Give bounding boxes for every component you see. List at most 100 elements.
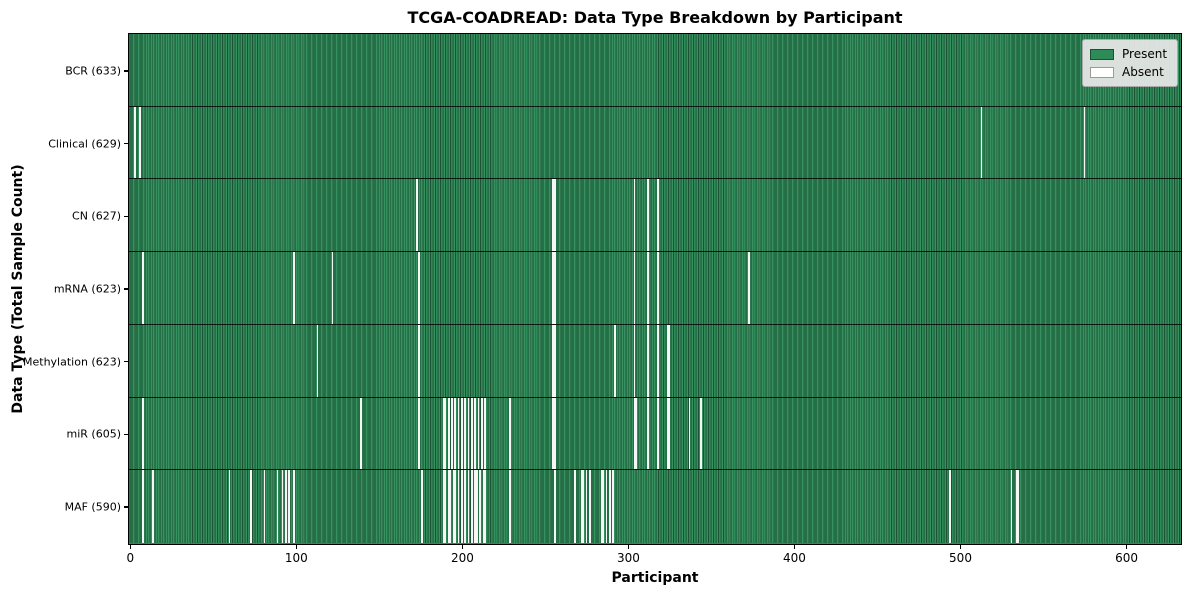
- plot-area: [128, 33, 1182, 545]
- ytick-label-mir: miR (605): [66, 427, 122, 441]
- absent-stripe: [293, 252, 296, 324]
- xtick-mark: [461, 545, 464, 549]
- absent-stripe: [484, 470, 487, 543]
- absent-stripe: [359, 397, 362, 470]
- absent-stripe: [449, 470, 452, 543]
- xtick-label-100: 100: [284, 551, 308, 565]
- absent-stripe: [647, 324, 649, 397]
- absent-stripe: [293, 470, 296, 543]
- ytick-mark: [124, 506, 128, 508]
- ytick-mark: [124, 70, 128, 72]
- xtick-mark: [1125, 545, 1128, 549]
- absent-stripe: [142, 397, 144, 470]
- absent-stripe: [554, 179, 556, 252]
- absent-stripe: [447, 470, 450, 543]
- absent-stripe: [417, 324, 420, 397]
- absent-stripe: [608, 470, 611, 543]
- absent-stripe: [276, 470, 279, 543]
- absent-stripe: [281, 470, 284, 543]
- absent-stripe: [417, 252, 420, 324]
- absent-stripe: [417, 397, 420, 470]
- ytick-mark: [124, 433, 128, 436]
- absent-stripe: [688, 397, 691, 470]
- xtick-mark: [295, 545, 298, 549]
- row-bcr: [129, 34, 1181, 107]
- absent-stripe: [250, 470, 252, 543]
- absent-stripe: [138, 106, 141, 179]
- absent-stripe: [580, 470, 583, 543]
- absent-stripe: [600, 470, 603, 543]
- absent-stripe: [452, 470, 455, 543]
- absent-stripe: [552, 324, 555, 397]
- absent-stripe: [447, 397, 450, 470]
- absent-stripe: [700, 397, 702, 470]
- absent-stripe: [613, 324, 616, 397]
- absent-stripe: [657, 179, 659, 252]
- absent-stripe: [467, 470, 470, 543]
- xtick-mark: [129, 545, 132, 549]
- absent-stripe: [949, 470, 951, 543]
- absent-stripe: [479, 470, 482, 543]
- xtick-label-600: 600: [1115, 551, 1138, 565]
- absent-stripe: [471, 397, 473, 470]
- absent-stripe: [421, 470, 423, 543]
- row-mrna: [129, 252, 1181, 325]
- absent-stripe: [668, 324, 671, 397]
- absent-stripe: [668, 397, 671, 470]
- absent-stripe: [552, 179, 555, 252]
- absent-stripe: [474, 470, 477, 543]
- absent-stripe: [457, 397, 460, 470]
- row-cn: [129, 179, 1181, 253]
- absent-stripe: [633, 397, 636, 470]
- absent-stripe: [1017, 470, 1019, 543]
- absent-stripe: [152, 470, 154, 543]
- absent-stripe: [461, 470, 463, 543]
- xtick-label-0: 0: [126, 551, 135, 565]
- absent-stripe: [454, 470, 457, 543]
- absent-stripe: [554, 397, 556, 470]
- absent-stripe: [1010, 470, 1013, 543]
- absent-stripe: [633, 252, 636, 324]
- absent-stripe: [605, 470, 608, 543]
- absent-stripe: [612, 470, 614, 543]
- absent-stripe: [554, 252, 556, 324]
- absent-stripe: [467, 397, 470, 470]
- absent-stripe: [476, 470, 478, 543]
- legend: Present Absent: [1082, 39, 1178, 87]
- xtick-label-200: 200: [450, 551, 474, 565]
- absent-stripe: [588, 470, 591, 543]
- absent-stripe: [574, 470, 576, 543]
- absent-stripe: [554, 470, 556, 543]
- absent-stripe: [1015, 470, 1018, 543]
- absent-stripe: [142, 252, 144, 324]
- ytick-label-clinical: Clinical (629): [48, 137, 121, 151]
- ytick-label-methylation: Methylation (623): [23, 355, 121, 369]
- legend-label-absent: Absent: [1122, 65, 1164, 79]
- absent-stripe: [980, 106, 983, 179]
- absent-stripe: [442, 470, 445, 543]
- absent-stripe: [647, 252, 649, 324]
- row-clinical: [129, 106, 1181, 180]
- xtick-mark: [793, 545, 796, 549]
- row-mir: [129, 397, 1181, 471]
- ytick-label-maf: MAF (590): [64, 500, 121, 514]
- absent-stripe: [474, 397, 477, 470]
- absent-stripe: [451, 397, 453, 470]
- ytick-mark: [124, 288, 128, 290]
- absent-stripe: [647, 179, 649, 252]
- absent-stripe: [657, 252, 659, 324]
- chart-title: TCGA-COADREAD: Data Type Breakdown by Pa…: [407, 8, 903, 27]
- legend-entry-absent: Absent: [1090, 63, 1169, 81]
- absent-stripe: [582, 470, 584, 543]
- ytick-label-bcr: BCR (633): [65, 64, 121, 78]
- absent-stripe: [484, 397, 487, 470]
- absent-stripe: [461, 397, 463, 470]
- absent-stripe: [134, 106, 136, 179]
- absent-stripe: [464, 470, 467, 543]
- absent-stripe: [444, 397, 447, 470]
- absent-stripe: [1083, 106, 1086, 179]
- row-methylation: [129, 324, 1181, 398]
- absent-stripe: [666, 324, 669, 397]
- absent-stripe: [331, 252, 334, 324]
